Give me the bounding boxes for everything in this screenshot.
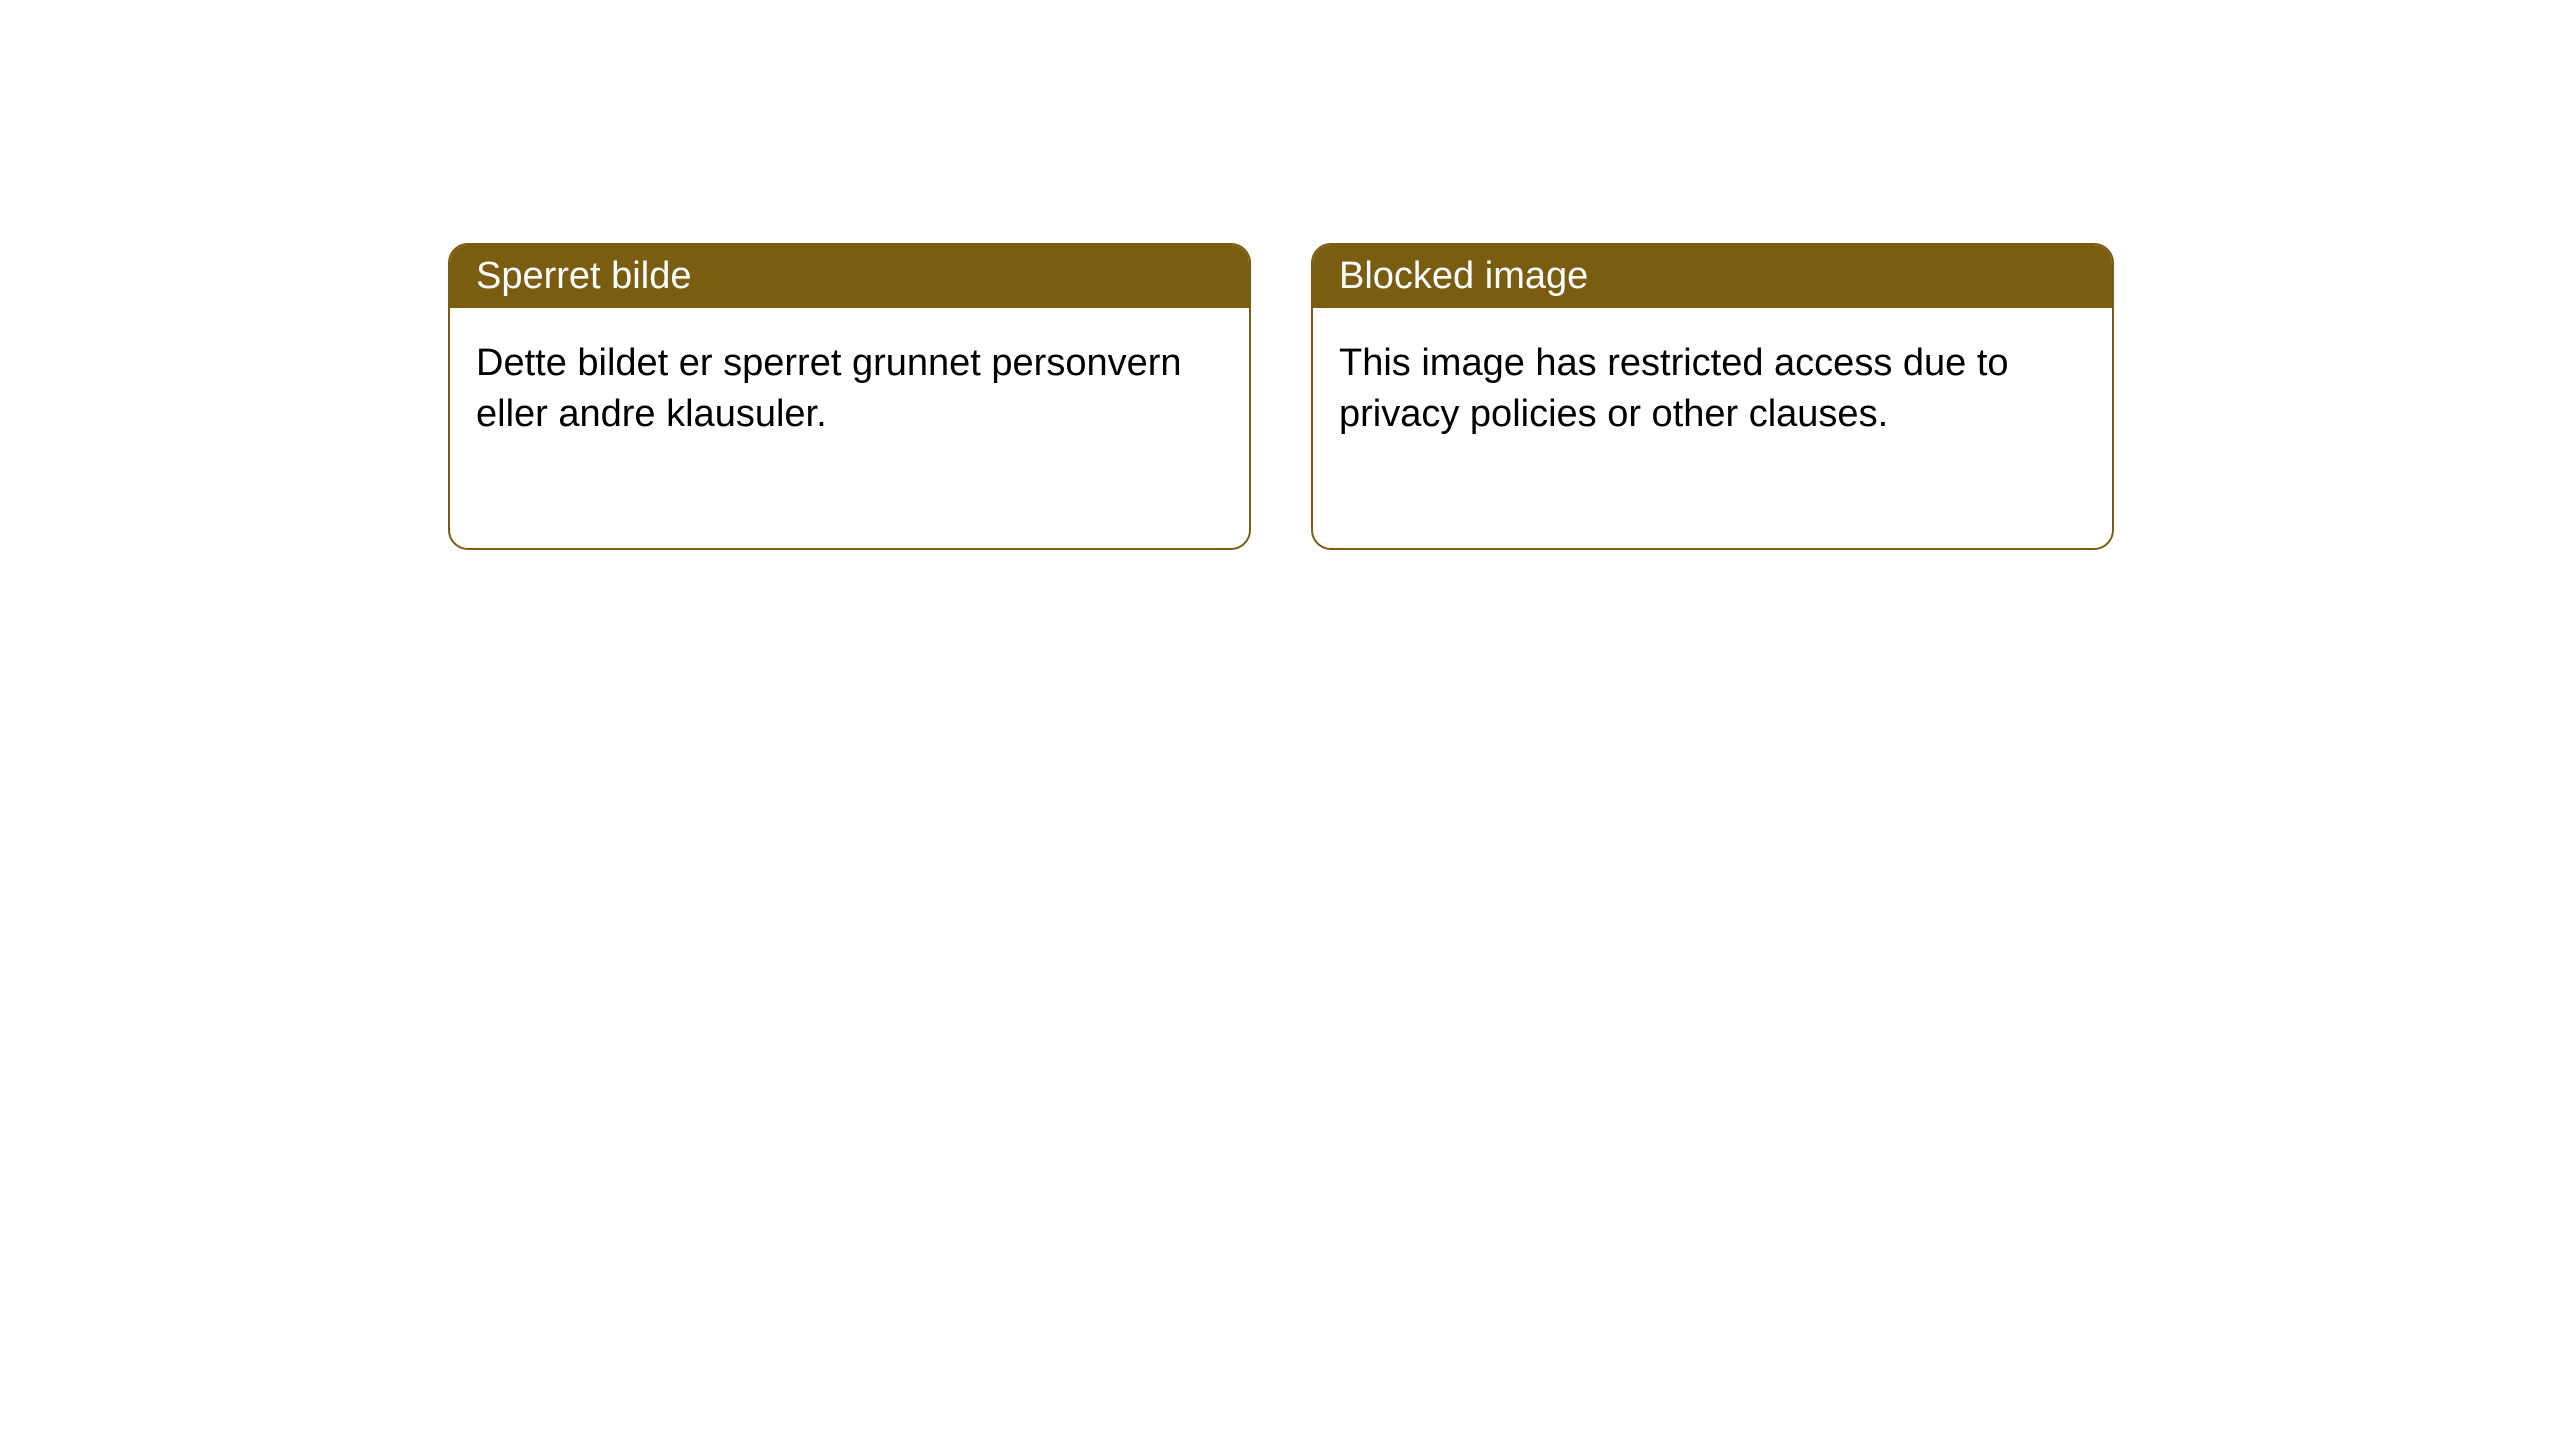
notice-card-body-text: This image has restricted access due to … xyxy=(1339,342,2009,435)
notice-card-body: This image has restricted access due to … xyxy=(1313,308,2112,548)
notice-card-header: Sperret bilde xyxy=(450,245,1249,308)
notice-card-english: Blocked image This image has restricted … xyxy=(1311,243,2114,550)
notice-cards-container: Sperret bilde Dette bildet er sperret gr… xyxy=(448,243,2114,550)
notice-card-norwegian: Sperret bilde Dette bildet er sperret gr… xyxy=(448,243,1251,550)
notice-card-title: Sperret bilde xyxy=(476,255,691,297)
notice-card-body-text: Dette bildet er sperret grunnet personve… xyxy=(476,342,1182,435)
notice-card-header: Blocked image xyxy=(1313,245,2112,308)
notice-card-body: Dette bildet er sperret grunnet personve… xyxy=(450,308,1249,548)
notice-card-title: Blocked image xyxy=(1339,255,1588,297)
